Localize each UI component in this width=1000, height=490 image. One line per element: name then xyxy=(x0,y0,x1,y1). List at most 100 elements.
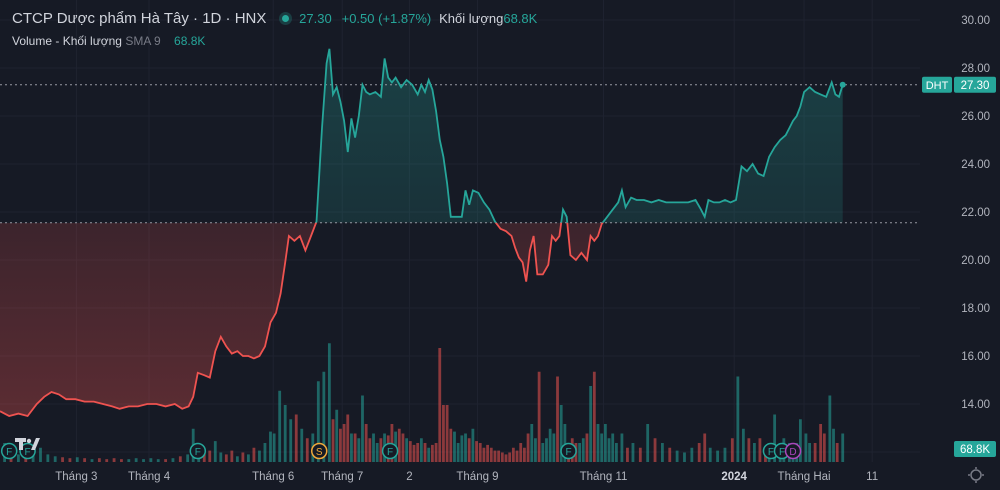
volume-bar xyxy=(638,447,642,462)
x-axis[interactable]: Tháng 3 Tháng 4 Tháng 6 Tháng 7 2 Tháng 9 Thán… xyxy=(55,471,878,483)
x-tick-label: Tháng 6 xyxy=(252,471,294,483)
x-tick-label: Tháng 7 xyxy=(321,471,363,483)
volume-bar xyxy=(697,443,701,462)
volume-bar xyxy=(730,438,734,462)
volume-bar xyxy=(653,438,657,462)
volume-bar xyxy=(804,433,808,462)
volume-bar xyxy=(431,444,434,462)
volume-bar xyxy=(283,405,287,462)
volume-bar xyxy=(508,452,512,462)
area-fill-down xyxy=(0,222,603,416)
x-tick-label: Tháng 4 xyxy=(128,471,171,483)
event-marker-label: D xyxy=(789,447,796,458)
volume-bar xyxy=(832,428,835,462)
volume-bar xyxy=(646,424,650,462)
x-tick-label: 2 xyxy=(406,471,412,483)
volume-bar xyxy=(300,428,304,462)
volume-bar xyxy=(631,443,635,462)
sma-label: SMA 9 xyxy=(125,34,161,48)
volume-bar xyxy=(224,454,228,462)
event-marker[interactable]: F xyxy=(0,442,18,460)
volume-bar xyxy=(511,447,515,462)
last-price-badge-label: 27.30 xyxy=(961,80,990,92)
tradingview-logo-icon[interactable] xyxy=(14,434,42,456)
volume-bar xyxy=(419,438,423,462)
chart-title[interactable]: CTCP Dược phẩm Hà Tây · 1D · HNX xyxy=(12,10,267,27)
volume-bar xyxy=(661,443,664,462)
volume-bar xyxy=(559,405,563,462)
volume-bar xyxy=(736,376,740,462)
volume-bar xyxy=(603,424,607,462)
volume-bar xyxy=(500,452,504,462)
volume-bar xyxy=(53,456,57,462)
price-line-down xyxy=(0,222,604,418)
volume-bar xyxy=(537,371,541,462)
volume-bar xyxy=(504,454,508,462)
event-marker[interactable]: F xyxy=(560,442,577,460)
volume-bar xyxy=(519,443,523,462)
volume-bar xyxy=(596,424,600,462)
event-marker-label: F xyxy=(6,447,12,458)
volume-indicator-value: 68.8K xyxy=(174,34,206,48)
volume-label: Khối lượng xyxy=(439,11,504,26)
volume-bar xyxy=(247,454,250,462)
volume-bar xyxy=(331,419,335,462)
y-tick-label: 16.00 xyxy=(961,351,990,363)
volume-bar xyxy=(600,433,604,462)
volume-bar xyxy=(252,447,256,462)
volume-bar xyxy=(372,433,375,462)
volume-indicator-label[interactable]: Volume - Khối lượng xyxy=(12,34,122,48)
volume-bar xyxy=(405,438,409,462)
volume-bar xyxy=(112,458,116,462)
volume-bar xyxy=(230,450,234,462)
event-marker[interactable]: S xyxy=(310,442,328,460)
volume-bar xyxy=(747,438,751,462)
settings-gear-icon[interactable] xyxy=(968,467,984,483)
event-marker[interactable]: D xyxy=(784,442,802,460)
symbol-badge-label: DHT xyxy=(926,80,949,92)
volume-bar xyxy=(620,433,624,462)
event-marker[interactable]: F xyxy=(189,442,207,460)
volume-bar xyxy=(397,428,401,462)
y-tick-label: 20.00 xyxy=(961,255,990,267)
volume-bar xyxy=(552,433,556,462)
volume-bar xyxy=(105,459,109,462)
volume-bar xyxy=(493,450,497,462)
event-marker[interactable]: F xyxy=(381,442,399,460)
volume-bar xyxy=(412,444,416,462)
volume-bar xyxy=(213,441,217,462)
volume-bar xyxy=(545,438,548,462)
event-marker[interactable]: F xyxy=(19,442,36,460)
volume-bar xyxy=(342,424,346,462)
volume-bar xyxy=(235,456,239,462)
y-tick-label: 28.00 xyxy=(961,63,990,75)
x-tick-label: Tháng 3 xyxy=(55,471,97,483)
volume-bar xyxy=(445,405,449,462)
chart-legend: CTCP Dược phẩm Hà Tây · 1D · HNX 27.30 +… xyxy=(12,10,537,27)
volume-bar xyxy=(427,447,431,462)
volume-bar xyxy=(607,438,611,462)
volume-bar xyxy=(541,443,545,462)
volume-bar xyxy=(90,459,94,462)
volume-bar xyxy=(585,433,589,462)
volume-bar xyxy=(241,452,245,462)
volume-bar xyxy=(278,390,282,462)
volume-bar xyxy=(134,458,138,462)
volume-bar xyxy=(350,433,353,462)
volume-bar xyxy=(471,428,475,462)
volume-bar xyxy=(164,459,167,462)
volume-bar xyxy=(515,450,519,462)
volume-bar xyxy=(361,395,364,462)
volume-bar xyxy=(219,452,223,462)
volume-bar xyxy=(127,459,131,462)
volume-bar xyxy=(289,419,293,462)
volume-bar xyxy=(449,428,453,462)
volume-bar xyxy=(534,438,537,462)
x-tick-label: 11 xyxy=(866,471,878,483)
market-status-dot xyxy=(282,15,290,22)
event-marker-label: F xyxy=(768,447,774,458)
volume-bar xyxy=(835,443,839,462)
volume-bar xyxy=(753,443,756,462)
